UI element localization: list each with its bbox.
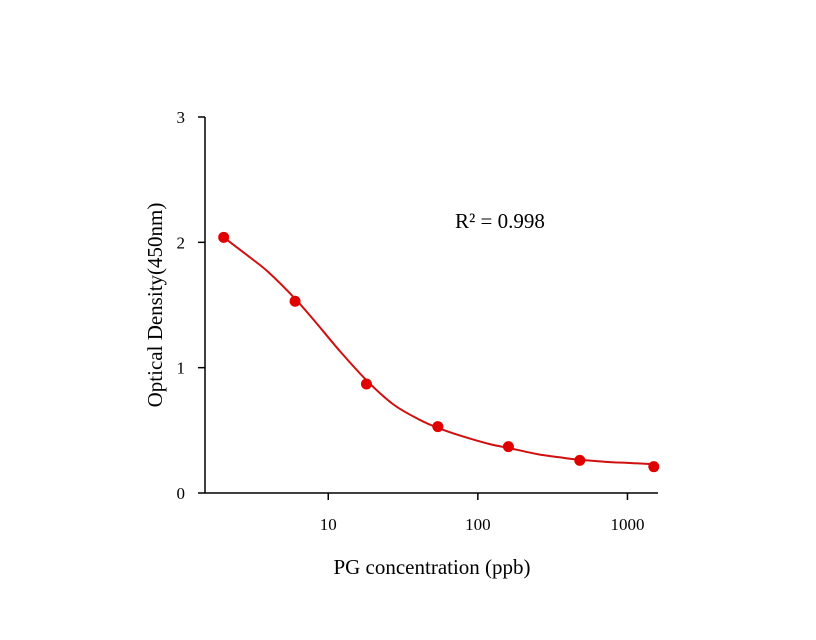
data-point (648, 461, 660, 473)
x-tick-label: 100 (465, 515, 491, 534)
y-ticks: 0 1 2 3 (177, 108, 205, 503)
x-tick-label: 1000 (610, 515, 644, 534)
axes: 0 1 2 3 10 100 1000 (177, 108, 658, 534)
y-tick-label: 0 (177, 484, 186, 503)
data-points (218, 231, 660, 473)
data-point (289, 295, 301, 307)
y-axis-title: Optical Density(450nm) (143, 203, 167, 408)
data-point (574, 454, 586, 466)
r-squared-annotation: R² = 0.998 (455, 209, 545, 233)
x-ticks: 10 100 1000 (320, 493, 644, 534)
data-point (360, 378, 372, 390)
x-axis-title: PG concentration (ppb) (333, 555, 530, 579)
y-tick-label: 2 (177, 233, 186, 252)
data-point (218, 231, 230, 243)
data-point (502, 441, 514, 453)
data-point (432, 421, 444, 433)
x-tick-label: 10 (320, 515, 337, 534)
y-tick-label: 3 (177, 108, 186, 127)
y-tick-label: 1 (177, 359, 186, 378)
